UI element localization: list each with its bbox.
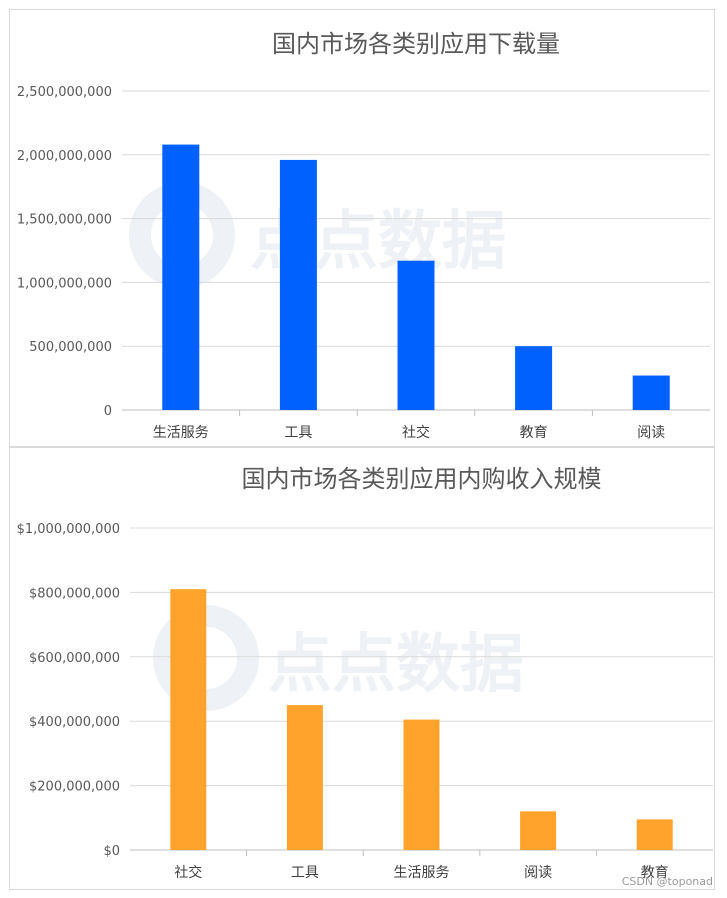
x-tick-label: 工具 [291, 865, 319, 881]
chart-title: 国内市场各类别应用内购收入规模 [242, 465, 602, 493]
bar-工具 [279, 159, 317, 410]
x-tick-label: 社交 [402, 424, 430, 441]
y-tick-label: 2,500,000,000 [17, 85, 112, 100]
download-chart: 点点数据国内市场各类别应用下载量0500,000,0001,000,000,00… [17, 30, 710, 441]
credit-text: CSDN @toponad [621, 875, 713, 888]
x-tick-label: 阅读 [524, 864, 552, 881]
y-tick-label: 0 [104, 404, 112, 419]
download-chart-panel: 点点数据 国内市场各类别应用下载量 0 500,000,000 1,000,000,00… [9, 9, 715, 447]
watermark-text: 点点数据 [268, 628, 524, 702]
x-tick-label: 工具 [284, 425, 312, 441]
bar-社交 [397, 260, 435, 410]
bar-生活服务 [162, 144, 200, 411]
revenue-chart-panel: 点点数据 国内市场各类别应用内购收入规模 $0 $200,000,000 $400,00… [9, 447, 715, 890]
y-tick-label: $400,000,000 [29, 715, 120, 730]
bar-生活服务 [403, 719, 440, 850]
y-tick-label: 1,500,000,000 [17, 213, 112, 228]
y-tick-label: $800,000,000 [29, 586, 120, 601]
bar-工具 [286, 705, 323, 850]
y-tick-label: 500,000,000 [29, 340, 112, 355]
x-tick-label: 生活服务 [153, 425, 209, 441]
revenue-chart: 点点数据 国内市场各类别应用内购收入规模 $0 $200,000,000 $400,00… [17, 465, 713, 881]
bar-阅读 [520, 811, 557, 850]
x-tick-label: 阅读 [637, 424, 665, 441]
bar-社交 [170, 589, 207, 850]
y-tick-label: $0 [103, 844, 120, 859]
y-tick-label: $200,000,000 [29, 780, 120, 795]
bar-教育 [636, 819, 673, 850]
bar-教育 [515, 346, 553, 410]
x-tick-label: 社交 [174, 864, 202, 881]
y-tick-label: $1,000,000,000 [17, 522, 120, 537]
bar-阅读 [632, 375, 670, 410]
x-tick-label: 教育 [520, 425, 548, 441]
y-tick-label: 1,000,000,000 [17, 276, 112, 291]
x-tick-label: 教育 [641, 865, 669, 881]
y-tick-label: $600,000,000 [29, 651, 120, 666]
x-tick-label: 生活服务 [394, 865, 450, 881]
y-tick-label: 2,000,000,000 [17, 149, 112, 164]
chart-title: 国内市场各类别应用下载量 [272, 30, 560, 58]
